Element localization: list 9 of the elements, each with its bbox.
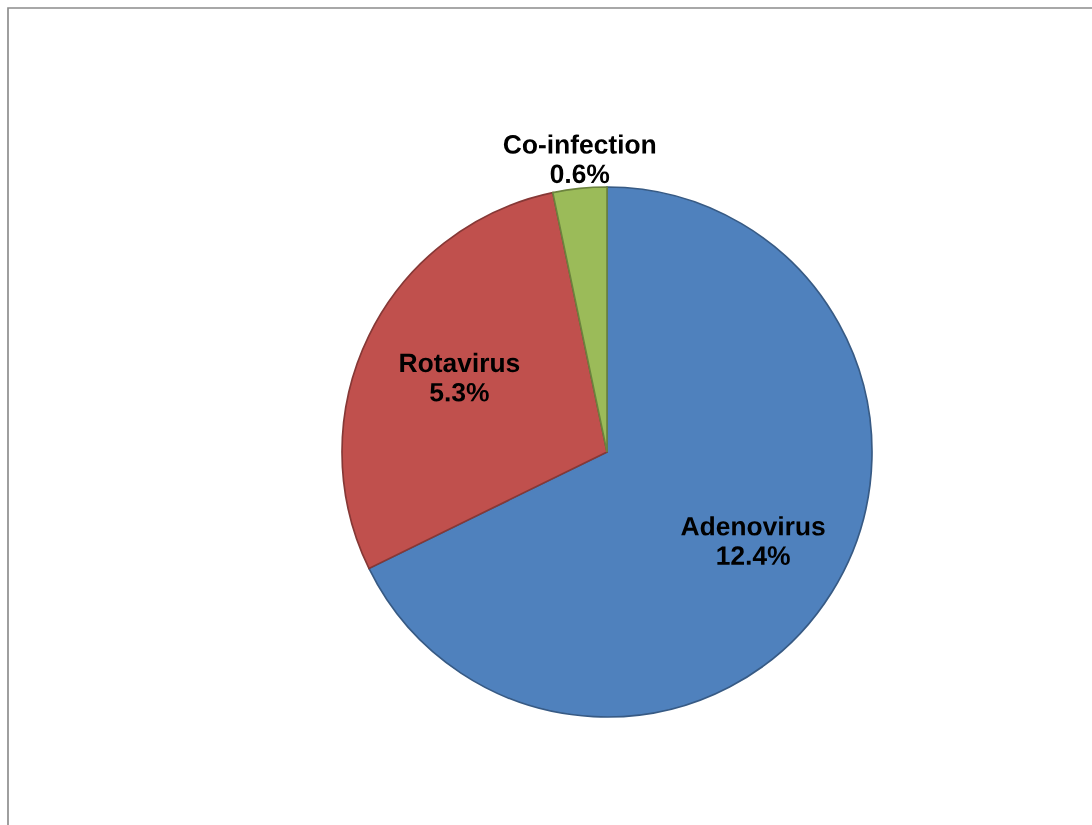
data-label: 0.6% (550, 164, 610, 184)
slice-label: Rotavirus (400, 352, 520, 373)
pie-slice (341, 191, 608, 570)
pie-slice (551, 186, 608, 453)
slice-label: Co-infection (503, 134, 656, 154)
pie-slice (368, 186, 873, 718)
data-label: 12.4% (717, 546, 790, 565)
data-label: 5.3% (430, 382, 489, 402)
slice-label: Adenovirus (681, 516, 825, 536)
